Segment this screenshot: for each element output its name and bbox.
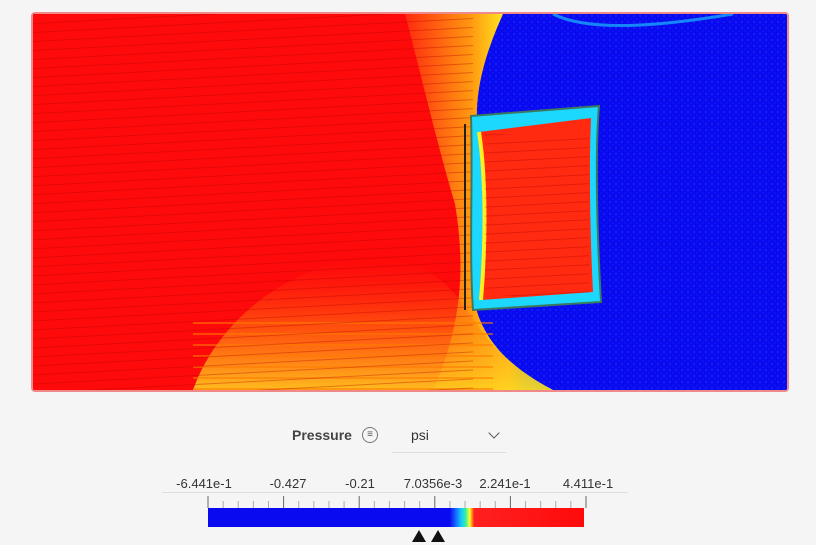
colorbar — [208, 508, 584, 527]
legend-header: Pressure ≡ psi — [0, 420, 816, 453]
tick-label: 7.0356e-3 — [403, 476, 463, 491]
menu-icon[interactable]: ≡ — [362, 427, 378, 443]
simulation-viewport[interactable] — [31, 12, 789, 392]
tick-divider — [162, 492, 628, 493]
upper-threshold-handle[interactable] — [431, 530, 446, 542]
quantity-label: Pressure — [292, 427, 352, 443]
tick-label: -0.427 — [269, 476, 307, 491]
tick-label: 4.411e-1 — [562, 476, 614, 491]
unit-select[interactable]: psi — [392, 420, 506, 453]
tick-label: -0.21 — [345, 476, 375, 491]
colorbar-ruler — [207, 496, 587, 508]
lower-threshold-handle[interactable] — [411, 530, 426, 542]
colorbar-tick-labels: -6.441e-1 -0.427 -0.21 7.0356e-3 2.241e-… — [0, 476, 816, 494]
pressure-field-plot — [33, 14, 787, 390]
tick-label: 2.241e-1 — [479, 476, 531, 491]
tick-label: -6.441e-1 — [176, 476, 232, 491]
unit-value: psi — [411, 427, 429, 443]
chevron-down-icon — [488, 427, 500, 439]
